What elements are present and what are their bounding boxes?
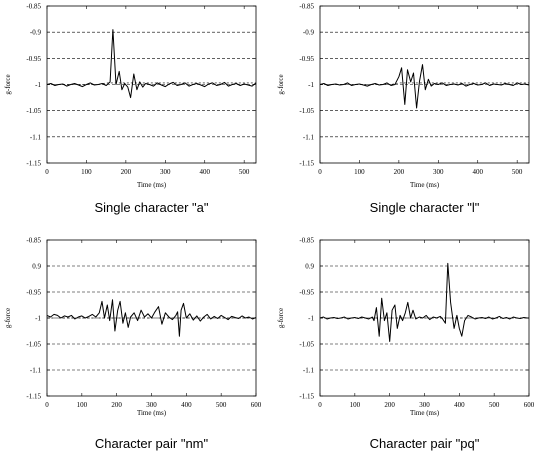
x-tick-label: 300 xyxy=(146,401,157,409)
x-tick-label: 100 xyxy=(81,168,92,176)
panel-caption: Character pair "nm" xyxy=(95,436,209,451)
y-tick-label: -0.9 xyxy=(30,29,42,37)
panel-caption: Single character "a" xyxy=(94,200,208,215)
panel-character-pair-nm: -0.85 0.9 -0.95 -1 -1.05 -1.1 -1.15 0 100 200 300 4… xyxy=(4,237,262,452)
x-axis-label: Time (ms) xyxy=(410,181,440,189)
x-tick-label: 0 xyxy=(45,168,49,176)
x-tick-label: 400 xyxy=(454,401,465,409)
y-tick-label: -1.05 xyxy=(26,341,41,349)
panel-single-character-a: -0.85 -0.9 -0.95 -1 -1.05 -1.1 -1.15 0 100 200 300… xyxy=(4,3,257,215)
y-tick-label: -1 xyxy=(308,81,314,89)
y-axis-label: g-force xyxy=(4,74,12,94)
baseline-reference xyxy=(320,82,529,85)
y-tick-label: -0.95 xyxy=(26,289,41,297)
y-tick-label: -0.9 xyxy=(303,29,315,37)
x-tick-label: 200 xyxy=(394,168,405,176)
x-tick-label: 300 xyxy=(419,401,430,409)
panel-single-character-l: -0.85 -0.9 -0.95 -1 -1.05 -1.1 -1.15 0 100 200 300… xyxy=(277,3,530,215)
x-tick-label: 0 xyxy=(318,401,322,409)
y-tick-label: -1.05 xyxy=(299,341,314,349)
x-tick-label: 300 xyxy=(433,168,444,176)
x-tick-label: 600 xyxy=(251,401,262,409)
y-tick-label: -0.85 xyxy=(299,3,314,11)
y-tick-label: -1.1 xyxy=(303,133,315,141)
y-tick-label: -1.15 xyxy=(26,393,41,401)
y-axis-label: g-force xyxy=(277,308,285,328)
x-axis-label: Time (ms) xyxy=(410,409,440,417)
y-axis-label: g-force xyxy=(277,74,285,94)
y-tick-label: -1.05 xyxy=(26,107,41,115)
y-tick-label: -1 xyxy=(35,315,41,323)
x-tick-label: 500 xyxy=(489,401,500,409)
series-line xyxy=(46,299,257,337)
series-line xyxy=(319,64,530,109)
y-tick-label: -1 xyxy=(308,315,314,323)
y-tick-label: -0.85 xyxy=(26,237,41,245)
x-axis-label: Time (ms) xyxy=(137,181,167,189)
y-tick-label: -1.15 xyxy=(299,393,314,401)
y-tick-label: -0.95 xyxy=(299,289,314,297)
y-tick-label: -1.05 xyxy=(299,107,314,115)
x-tick-label: 100 xyxy=(350,401,361,409)
y-tick-label: -1 xyxy=(35,81,41,89)
x-tick-label: 100 xyxy=(354,168,365,176)
x-axis-label: Time (ms) xyxy=(137,409,167,417)
x-tick-label: 200 xyxy=(111,401,122,409)
y-tick-label: -1.1 xyxy=(303,367,315,375)
y-tick-label: 0.9 xyxy=(305,263,314,271)
series-line xyxy=(319,262,529,342)
x-tick-label: 300 xyxy=(160,168,171,176)
x-tick-label: 400 xyxy=(472,168,483,176)
panel-character-pair-pq: -0.85 0.9 -0.95 -1 -1.05 -1.1 -1.15 0 100 200 300 4… xyxy=(277,237,535,452)
x-tick-label: 200 xyxy=(384,401,395,409)
y-tick-label: 0.9 xyxy=(32,263,41,271)
x-tick-label: 500 xyxy=(239,168,250,176)
y-tick-label: -0.95 xyxy=(26,55,41,63)
x-tick-label: 400 xyxy=(181,401,192,409)
y-tick-label: -1.15 xyxy=(299,160,314,168)
x-tick-label: 400 xyxy=(199,168,210,176)
y-axis-label: g-force xyxy=(4,308,12,328)
x-tick-label: 600 xyxy=(524,401,535,409)
y-tick-label: -1.1 xyxy=(30,367,42,375)
x-tick-label: 500 xyxy=(512,168,523,176)
series-line xyxy=(46,29,257,99)
x-tick-label: 100 xyxy=(77,401,88,409)
x-tick-label: 0 xyxy=(318,168,322,176)
x-tick-label: 0 xyxy=(45,401,49,409)
x-tick-label: 200 xyxy=(121,168,132,176)
y-tick-label: -1.15 xyxy=(26,160,41,168)
y-tick-label: -0.85 xyxy=(26,3,41,11)
panel-caption: Single character "l" xyxy=(370,200,480,215)
y-tick-label: -0.95 xyxy=(299,55,314,63)
y-tick-label: -1.1 xyxy=(30,133,42,141)
y-tick-label: -0.85 xyxy=(299,237,314,245)
panel-caption: Character pair "pq" xyxy=(370,436,480,451)
x-tick-label: 500 xyxy=(216,401,227,409)
